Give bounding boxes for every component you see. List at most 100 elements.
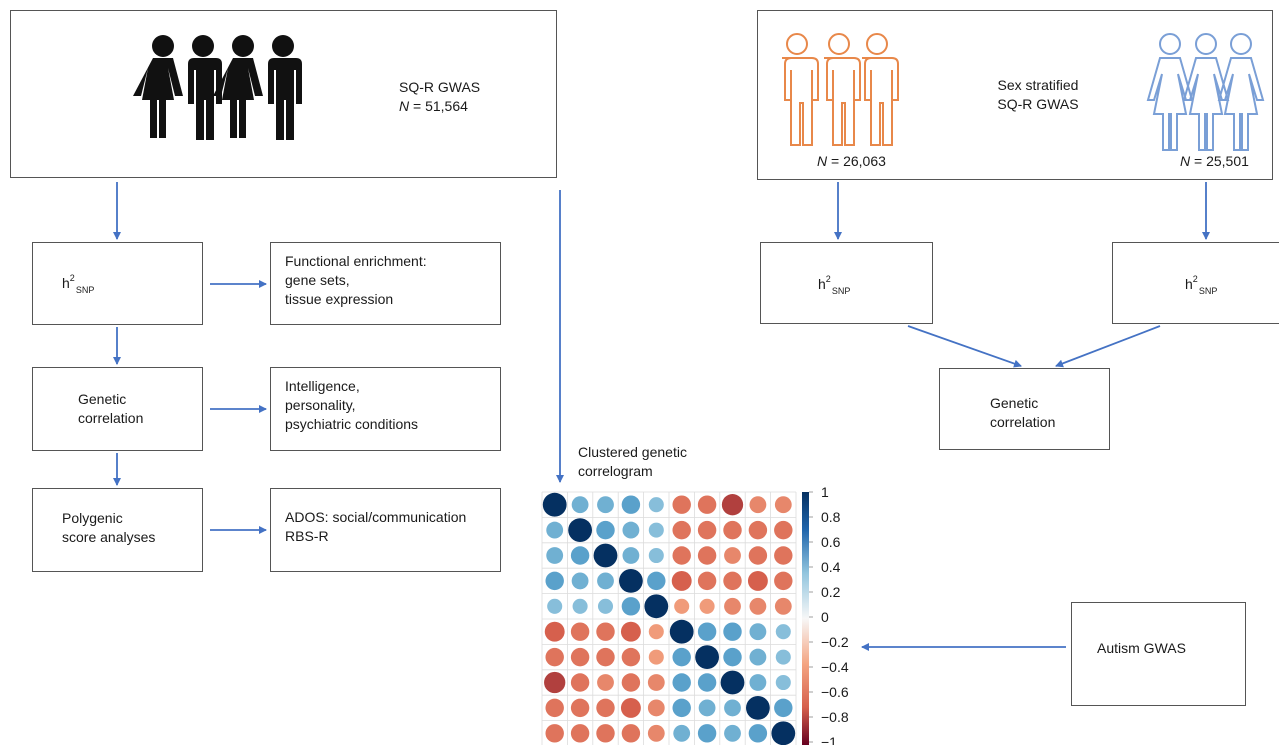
- h2snp-box-left: [32, 242, 203, 325]
- male-n: N = 26,063: [817, 152, 886, 171]
- correlation-dot: [570, 647, 590, 667]
- genetic-correlation-label-left: Genetic correlation: [78, 391, 144, 426]
- correlation-dot: [672, 546, 691, 565]
- correlation-dot: [674, 598, 690, 614]
- correlation-dot: [723, 647, 742, 667]
- correlation-dot: [697, 673, 717, 692]
- correlation-dot: [699, 598, 715, 614]
- correlation-dot: [570, 673, 590, 692]
- colorbar-tick-label: 0.6: [821, 534, 841, 550]
- correlation-dot: [697, 622, 717, 641]
- colorbar-tick-label: −0.4: [821, 659, 849, 675]
- h2-base: h: [1185, 276, 1193, 292]
- correlation-dot: [547, 598, 563, 614]
- correlation-dot: [648, 522, 664, 538]
- colorbar-tick-label: 0.4: [821, 559, 841, 575]
- correlation-dot: [648, 497, 664, 513]
- correlation-dot: [620, 697, 641, 718]
- h2snp-label-right-female: h2SNP: [1185, 274, 1217, 296]
- correlation-dot: [724, 699, 741, 717]
- correlation-dot: [749, 674, 767, 691]
- polygenic-box: [32, 488, 203, 572]
- correlation-dot: [622, 521, 640, 539]
- correlation-dot: [720, 670, 745, 695]
- sqr-gwas-n: N = 51,564: [399, 97, 468, 116]
- correlation-dot: [621, 647, 641, 667]
- colorbar-tick-label: −1: [821, 734, 837, 745]
- correlation-dot: [597, 598, 614, 614]
- correlation-dot: [748, 546, 768, 565]
- correlation-dot: [647, 699, 665, 717]
- correlation-dot: [749, 623, 767, 641]
- genetic-correlation-label-right: Genetic correlation: [990, 395, 1056, 430]
- correlation-dot: [671, 570, 692, 591]
- correlation-dot: [748, 520, 768, 540]
- correlation-dot: [774, 496, 792, 514]
- correlation-dot: [570, 724, 590, 743]
- h2snp-label-left: h2SNP: [62, 273, 94, 295]
- correlation-dot: [672, 520, 691, 540]
- correlation-dot: [774, 698, 793, 718]
- correlation-dot: [698, 699, 716, 717]
- correlation-dot: [647, 674, 665, 691]
- correlation-dot: [672, 673, 691, 692]
- n-label: N: [399, 98, 410, 114]
- polygenic-label: Polygenic score analyses: [62, 510, 156, 545]
- autism-gwas-box: [1071, 602, 1246, 706]
- autism-gwas-label: Autism GWAS: [1097, 640, 1186, 656]
- correlation-dot: [621, 597, 641, 616]
- h2-sup: 2: [69, 273, 75, 283]
- correlation-dot: [545, 647, 564, 667]
- correlation-dot: [724, 547, 741, 564]
- correlation-dot: [774, 597, 792, 615]
- correlation-dot: [774, 520, 793, 540]
- correlation-dot: [644, 594, 669, 619]
- correlation-dot: [619, 569, 643, 593]
- h2-base: h: [818, 276, 826, 292]
- ados-label: ADOS: social/communication RBS-R: [285, 509, 467, 544]
- correlation-dot: [571, 496, 589, 514]
- correlation-dot: [775, 649, 791, 665]
- correlation-dot: [749, 496, 767, 514]
- correlation-dot: [593, 543, 618, 568]
- correlation-dot: [749, 648, 767, 666]
- correlation-dot: [697, 520, 717, 540]
- correlation-dot: [697, 724, 717, 743]
- arrow-h2female-to-gencorr: [1055, 325, 1161, 368]
- correlation-dot: [672, 647, 691, 667]
- female-n: N = 25,501: [1180, 152, 1249, 171]
- correlation-dot: [570, 698, 590, 718]
- correlation-dot: [546, 547, 564, 564]
- correlation-dot: [570, 622, 590, 641]
- intelligence-label: Intelligence, personality, psychiatric c…: [285, 378, 419, 432]
- correlogram-title: Clustered genetic correlogram: [578, 444, 687, 479]
- arrow-h2male-to-gencorr: [907, 325, 1022, 368]
- correlation-dot: [620, 621, 641, 642]
- correlation-dot: [747, 570, 768, 591]
- h2snp-label-right-male: h2SNP: [818, 274, 850, 296]
- correlation-dot: [596, 647, 615, 667]
- h2-sub: SNP: [75, 285, 95, 295]
- correlation-dot: [596, 520, 615, 540]
- intelligence-box: [270, 367, 501, 451]
- h2-sup: 2: [825, 274, 831, 284]
- correlation-dot: [568, 518, 592, 542]
- male-n-label: N: [817, 153, 828, 169]
- correlation-dot: [571, 572, 589, 590]
- correlation-dot: [597, 674, 614, 691]
- genetic-correlation-box-right: [939, 368, 1110, 450]
- correlation-dot: [597, 572, 614, 590]
- correlation-dot: [723, 520, 742, 540]
- correlation-dot: [621, 495, 641, 514]
- correlation-dot: [597, 496, 614, 514]
- correlation-dot: [695, 645, 719, 669]
- correlation-dot: [723, 571, 742, 591]
- colorbar-tick-label: 0.2: [821, 584, 841, 600]
- sex-stratified-title: Sex stratified SQ-R GWAS: [997, 77, 1079, 112]
- correlation-dot: [673, 724, 691, 742]
- sqr-gwas-title: SQ-R GWAS: [399, 79, 481, 95]
- correlation-dot: [723, 622, 742, 641]
- h2snp-box-right-male: [760, 242, 933, 324]
- correlation-dot: [545, 724, 564, 743]
- h2snp-box-right-female: [1112, 242, 1279, 324]
